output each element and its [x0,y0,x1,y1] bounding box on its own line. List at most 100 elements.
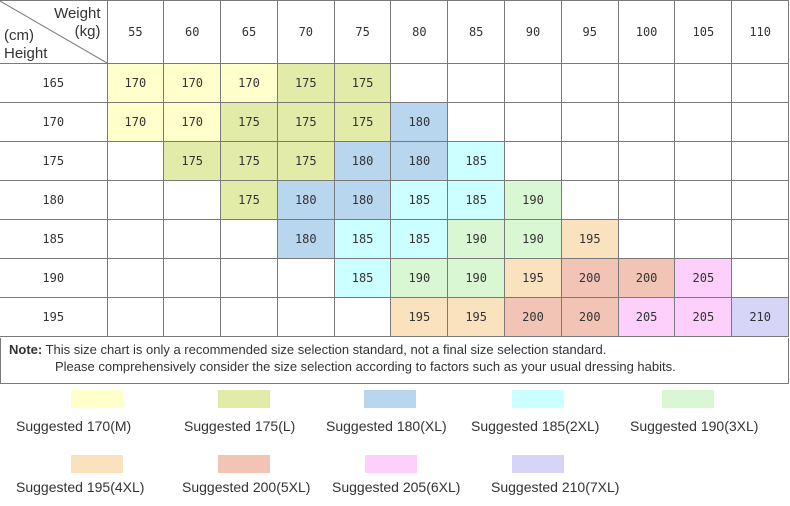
size-cell: 170 [163,102,222,142]
weight-header-cell: 60 [163,0,222,64]
size-cell [220,219,278,259]
size-cell: 185 [333,219,392,259]
size-cell: 200 [560,258,619,298]
height-row: 175 175 175 175 180 180 185 [0,141,790,181]
size-cell: 185 [390,219,449,259]
size-cell [504,102,562,142]
legend-label-195: Suggested 195(4XL) [16,479,145,495]
size-cell: 200 [617,258,676,298]
size-cell [163,219,222,259]
size-cell: 190 [504,180,562,220]
size-cell [731,258,790,298]
size-cell [447,63,506,103]
size-cell [731,102,790,142]
height-row: 170 170 170 175 175 175 180 [0,102,790,142]
size-cell [447,102,506,142]
size-cell: 180 [276,219,335,259]
legend-swatch-170 [71,390,123,408]
size-cell: 170 [163,63,222,103]
size-table: Weight (kg) (cm) Height 55 60 65 70 75 80 85 90… [0,0,790,337]
weight-header-cell: 70 [276,0,335,64]
size-cell: 180 [333,180,392,220]
size-cell [674,63,733,103]
legend-label-185: Suggested 185(2XL) [471,418,600,434]
size-cell [674,102,733,142]
size-cell: 180 [390,141,449,181]
size-cell: 170 [106,63,165,103]
note-label: Note: [9,342,43,357]
size-cell: 205 [674,258,733,298]
weight-header-cell: 90 [504,0,562,64]
size-cell: 195 [390,297,449,337]
weight-header-cell: 95 [560,0,619,64]
height-cell: 170 [0,102,108,142]
height-row: 180 175 180 180 185 185 190 [0,180,790,220]
size-cell: 175 [276,102,335,142]
size-cell [220,258,278,298]
weight-header-cell: 80 [390,0,449,64]
height-row: 165 170 170 170 175 175 [0,63,790,103]
size-chart: Weight (kg) (cm) Height 55 60 65 70 75 80 85 90… [0,0,790,337]
legend-label-180: Suggested 180(XL) [326,418,447,434]
height-cell: 175 [0,141,108,181]
size-cell [106,258,165,298]
height-cell: 185 [0,219,108,259]
size-cell: 170 [106,102,165,142]
size-cell [674,180,733,220]
size-cell: 190 [504,219,562,259]
size-cell [731,219,790,259]
size-cell [390,63,449,103]
size-cell: 170 [220,63,278,103]
height-row: 185 180 185 185 190 190 195 [0,219,790,259]
size-cell [674,219,733,259]
size-cell [163,180,222,220]
size-cell: 175 [276,63,335,103]
size-cell [731,63,790,103]
size-cell: 175 [333,102,392,142]
height-row: 195 195 195 200 200 205 205 210 [0,297,790,337]
size-cell [106,141,165,181]
size-cell: 175 [333,63,392,103]
legend-swatch-190 [662,390,714,408]
legend-label-170: Suggested 170(M) [16,418,132,434]
size-cell [276,258,335,298]
legend-label-175: Suggested 175(L) [184,418,296,434]
size-cell: 200 [560,297,619,337]
size-cell: 175 [220,180,278,220]
size-cell: 185 [447,141,506,181]
weight-header-cell: 55 [106,0,165,64]
weight-header-cell: 75 [333,0,392,64]
weight-label: Weight [54,5,101,22]
size-cell: 195 [504,258,562,298]
size-cell [560,102,619,142]
size-cell: 195 [447,297,506,337]
size-cell [106,219,165,259]
size-cell [504,141,562,181]
size-cell: 180 [276,180,335,220]
size-cell [163,297,222,337]
height-label: Height [4,45,48,62]
size-cell [617,141,676,181]
size-cell: 190 [447,258,506,298]
size-cell: 190 [390,258,449,298]
legend-label-190: Suggested 190(3XL) [630,418,759,434]
size-cell [106,297,165,337]
size-cell [560,63,619,103]
legend-swatch-210 [512,455,564,473]
size-cell [617,180,676,220]
size-cell: 200 [504,297,562,337]
size-cell: 180 [390,102,449,142]
legend-swatch-195 [71,455,123,473]
weight-header-cell: 100 [617,0,676,64]
size-cell: 175 [276,141,335,181]
size-cell [560,141,619,181]
header-row: Weight (kg) (cm) Height 55 60 65 70 75 80 85 90… [0,0,790,64]
height-cell: 190 [0,258,108,298]
legend-swatch-200 [218,455,270,473]
size-cell: 205 [617,297,676,337]
size-cell [220,297,278,337]
weight-header-cell: 105 [674,0,733,64]
legend-swatch-175 [218,390,270,408]
size-cell: 185 [447,180,506,220]
size-cell [617,219,676,259]
